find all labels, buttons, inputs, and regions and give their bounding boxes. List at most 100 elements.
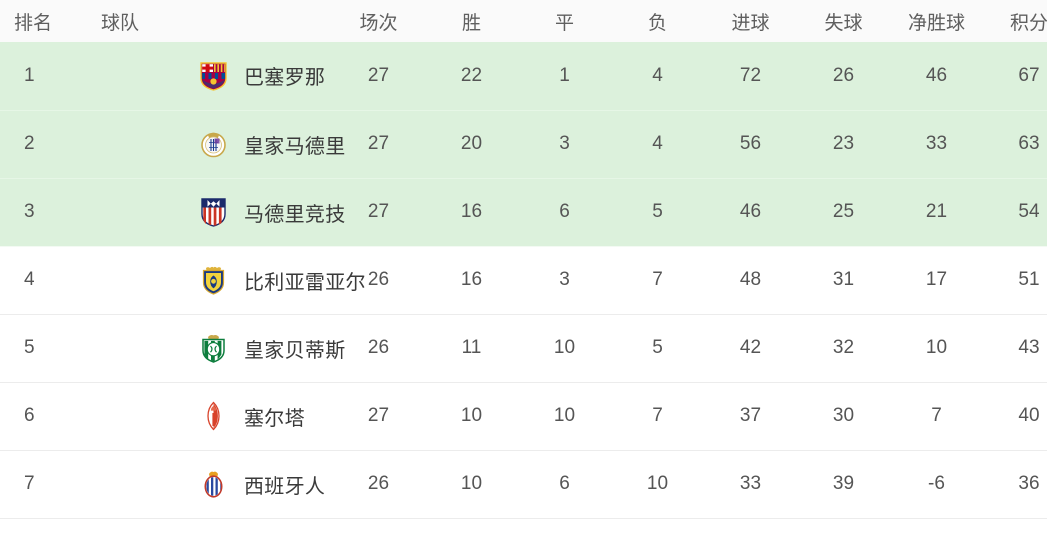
played-cell: 26 bbox=[367, 337, 390, 358]
win-cell: 10 bbox=[460, 405, 483, 426]
espanyol-crest bbox=[200, 469, 227, 499]
points-cell: 43 bbox=[1018, 337, 1040, 358]
rank-cell: 1 bbox=[24, 64, 35, 86]
played-cell: 27 bbox=[367, 64, 390, 86]
win-cell: 11 bbox=[461, 337, 482, 358]
win-cell: 10 bbox=[460, 473, 483, 494]
table-row[interactable]: 3 马德里竞技 27 16 6 5 46 25 21 54 bbox=[0, 178, 1047, 246]
column-header-team[interactable]: 球队 bbox=[101, 12, 140, 34]
team-name: 巴塞罗那 bbox=[244, 67, 326, 90]
goals-for-cell: 46 bbox=[739, 201, 762, 222]
draw-cell: 6 bbox=[559, 201, 570, 222]
rank-cell: 3 bbox=[24, 201, 35, 222]
rank-cell: 6 bbox=[24, 405, 35, 426]
table-row[interactable]: 2 皇家马德里 27 20 3 4 56 23 33 63 bbox=[0, 110, 1047, 178]
table-body: 1 巴塞罗那 27 22 1 4 72 26 46 67 2 皇家马德里 27 20 3 4 56 23 33 6… bbox=[0, 42, 1047, 518]
team-cell[interactable]: 塞尔塔 bbox=[100, 382, 332, 450]
points-cell: 40 bbox=[1018, 405, 1040, 426]
draw-cell: 10 bbox=[553, 405, 576, 426]
goals-against-cell: 25 bbox=[832, 201, 855, 222]
real-betis-crest bbox=[200, 333, 227, 363]
celta-vigo-crest bbox=[200, 401, 227, 431]
atletico-madrid-crest bbox=[200, 197, 227, 227]
team-cell[interactable]: 比利亚雷亚尔 bbox=[100, 246, 366, 314]
team-name: 比利亚雷亚尔 bbox=[244, 271, 366, 294]
column-header-draw[interactable]: 平 bbox=[554, 12, 574, 34]
table-row[interactable]: 4 比利亚雷亚尔 26 16 3 7 48 31 17 51 bbox=[0, 246, 1047, 314]
loss-cell: 7 bbox=[652, 405, 663, 426]
goal-diff-cell: 7 bbox=[931, 405, 942, 426]
loss-cell: 5 bbox=[652, 201, 663, 222]
rank-cell: 2 bbox=[24, 133, 35, 154]
goals-for-cell: 72 bbox=[739, 64, 762, 86]
team-cell[interactable]: 西班牙人 bbox=[100, 450, 332, 518]
table-row[interactable]: 7 西班牙人 26 10 6 10 33 39 -6 36 bbox=[0, 450, 1047, 518]
column-header-goal-diff[interactable]: 净胜球 bbox=[907, 12, 965, 34]
goals-for-cell: 37 bbox=[739, 405, 762, 426]
team-name: 皇家马德里 bbox=[244, 135, 346, 158]
column-header-rank[interactable]: 排名 bbox=[14, 12, 53, 34]
win-cell: 16 bbox=[460, 269, 483, 290]
draw-cell: 6 bbox=[559, 473, 570, 494]
table-header: 排名 球队 场次 胜 平 负 进球 失球 净胜球 积分 bbox=[0, 0, 1047, 42]
team-cell[interactable]: 皇家贝蒂斯 bbox=[100, 314, 345, 382]
villarreal-crest bbox=[200, 265, 227, 295]
team-name: 皇家贝蒂斯 bbox=[244, 339, 346, 362]
column-header-loss[interactable]: 负 bbox=[647, 12, 667, 34]
goals-against-cell: 23 bbox=[832, 133, 855, 154]
goal-diff-cell: 10 bbox=[925, 337, 948, 358]
header-row: 排名 球队 场次 胜 平 负 进球 失球 净胜球 积分 bbox=[0, 0, 1047, 42]
loss-cell: 4 bbox=[652, 133, 663, 154]
goal-diff-cell: -6 bbox=[928, 473, 945, 494]
played-cell: 26 bbox=[367, 269, 390, 290]
rank-cell: 7 bbox=[24, 473, 35, 494]
draw-cell: 10 bbox=[553, 337, 576, 358]
loss-cell: 7 bbox=[652, 269, 663, 290]
team-name: 西班牙人 bbox=[244, 475, 326, 498]
win-cell: 20 bbox=[460, 133, 483, 154]
win-cell: 16 bbox=[460, 201, 483, 222]
team-cell[interactable]: 皇家马德里 bbox=[100, 110, 345, 178]
draw-cell: 3 bbox=[559, 133, 570, 154]
table-row[interactable]: 1 巴塞罗那 27 22 1 4 72 26 46 67 bbox=[0, 42, 1047, 110]
team-cell[interactable]: 巴塞罗那 bbox=[100, 42, 332, 110]
points-cell: 63 bbox=[1018, 133, 1040, 154]
points-cell: 54 bbox=[1018, 201, 1040, 222]
column-header-points[interactable]: 积分 bbox=[1009, 12, 1047, 34]
column-header-win[interactable]: 胜 bbox=[461, 12, 481, 34]
played-cell: 27 bbox=[367, 133, 390, 154]
goal-diff-cell: 33 bbox=[925, 133, 948, 154]
column-header-goals-against[interactable]: 失球 bbox=[824, 12, 863, 34]
played-cell: 27 bbox=[367, 201, 390, 222]
team-cell[interactable]: 马德里竞技 bbox=[100, 178, 345, 246]
real-madrid-crest bbox=[200, 129, 227, 159]
goals-for-cell: 33 bbox=[739, 473, 762, 494]
goals-against-cell: 31 bbox=[832, 269, 855, 290]
barcelona-crest bbox=[200, 61, 227, 91]
points-cell: 51 bbox=[1018, 269, 1040, 290]
goals-against-cell: 30 bbox=[832, 405, 855, 426]
goals-against-cell: 32 bbox=[832, 337, 855, 358]
goals-for-cell: 42 bbox=[739, 337, 762, 358]
table-row[interactable]: 6 塞尔塔 27 10 10 7 37 30 7 40 bbox=[0, 382, 1047, 450]
played-cell: 26 bbox=[367, 473, 390, 494]
column-header-played[interactable]: 场次 bbox=[359, 12, 398, 34]
league-standings-table: 排名 球队 场次 胜 平 负 进球 失球 净胜球 积分 1 bbox=[0, 0, 1047, 518]
goals-for-cell: 56 bbox=[739, 133, 762, 154]
points-cell: 36 bbox=[1018, 473, 1040, 494]
goal-diff-cell: 46 bbox=[925, 64, 948, 86]
goals-against-cell: 26 bbox=[832, 64, 855, 86]
points-cell: 67 bbox=[1018, 64, 1040, 86]
goal-diff-cell: 21 bbox=[925, 201, 948, 222]
goals-for-cell: 48 bbox=[739, 269, 762, 290]
team-name: 塞尔塔 bbox=[244, 407, 305, 430]
played-cell: 27 bbox=[367, 405, 390, 426]
table-row[interactable]: 5 皇家贝蒂斯 26 11 10 5 42 32 10 43 bbox=[0, 314, 1047, 382]
win-cell: 22 bbox=[460, 64, 483, 86]
rank-cell: 4 bbox=[24, 269, 35, 290]
loss-cell: 4 bbox=[652, 64, 663, 86]
goal-diff-cell: 17 bbox=[925, 269, 948, 290]
column-header-goals-for[interactable]: 进球 bbox=[731, 12, 770, 34]
draw-cell: 1 bbox=[559, 64, 570, 86]
rank-cell: 5 bbox=[24, 337, 35, 358]
